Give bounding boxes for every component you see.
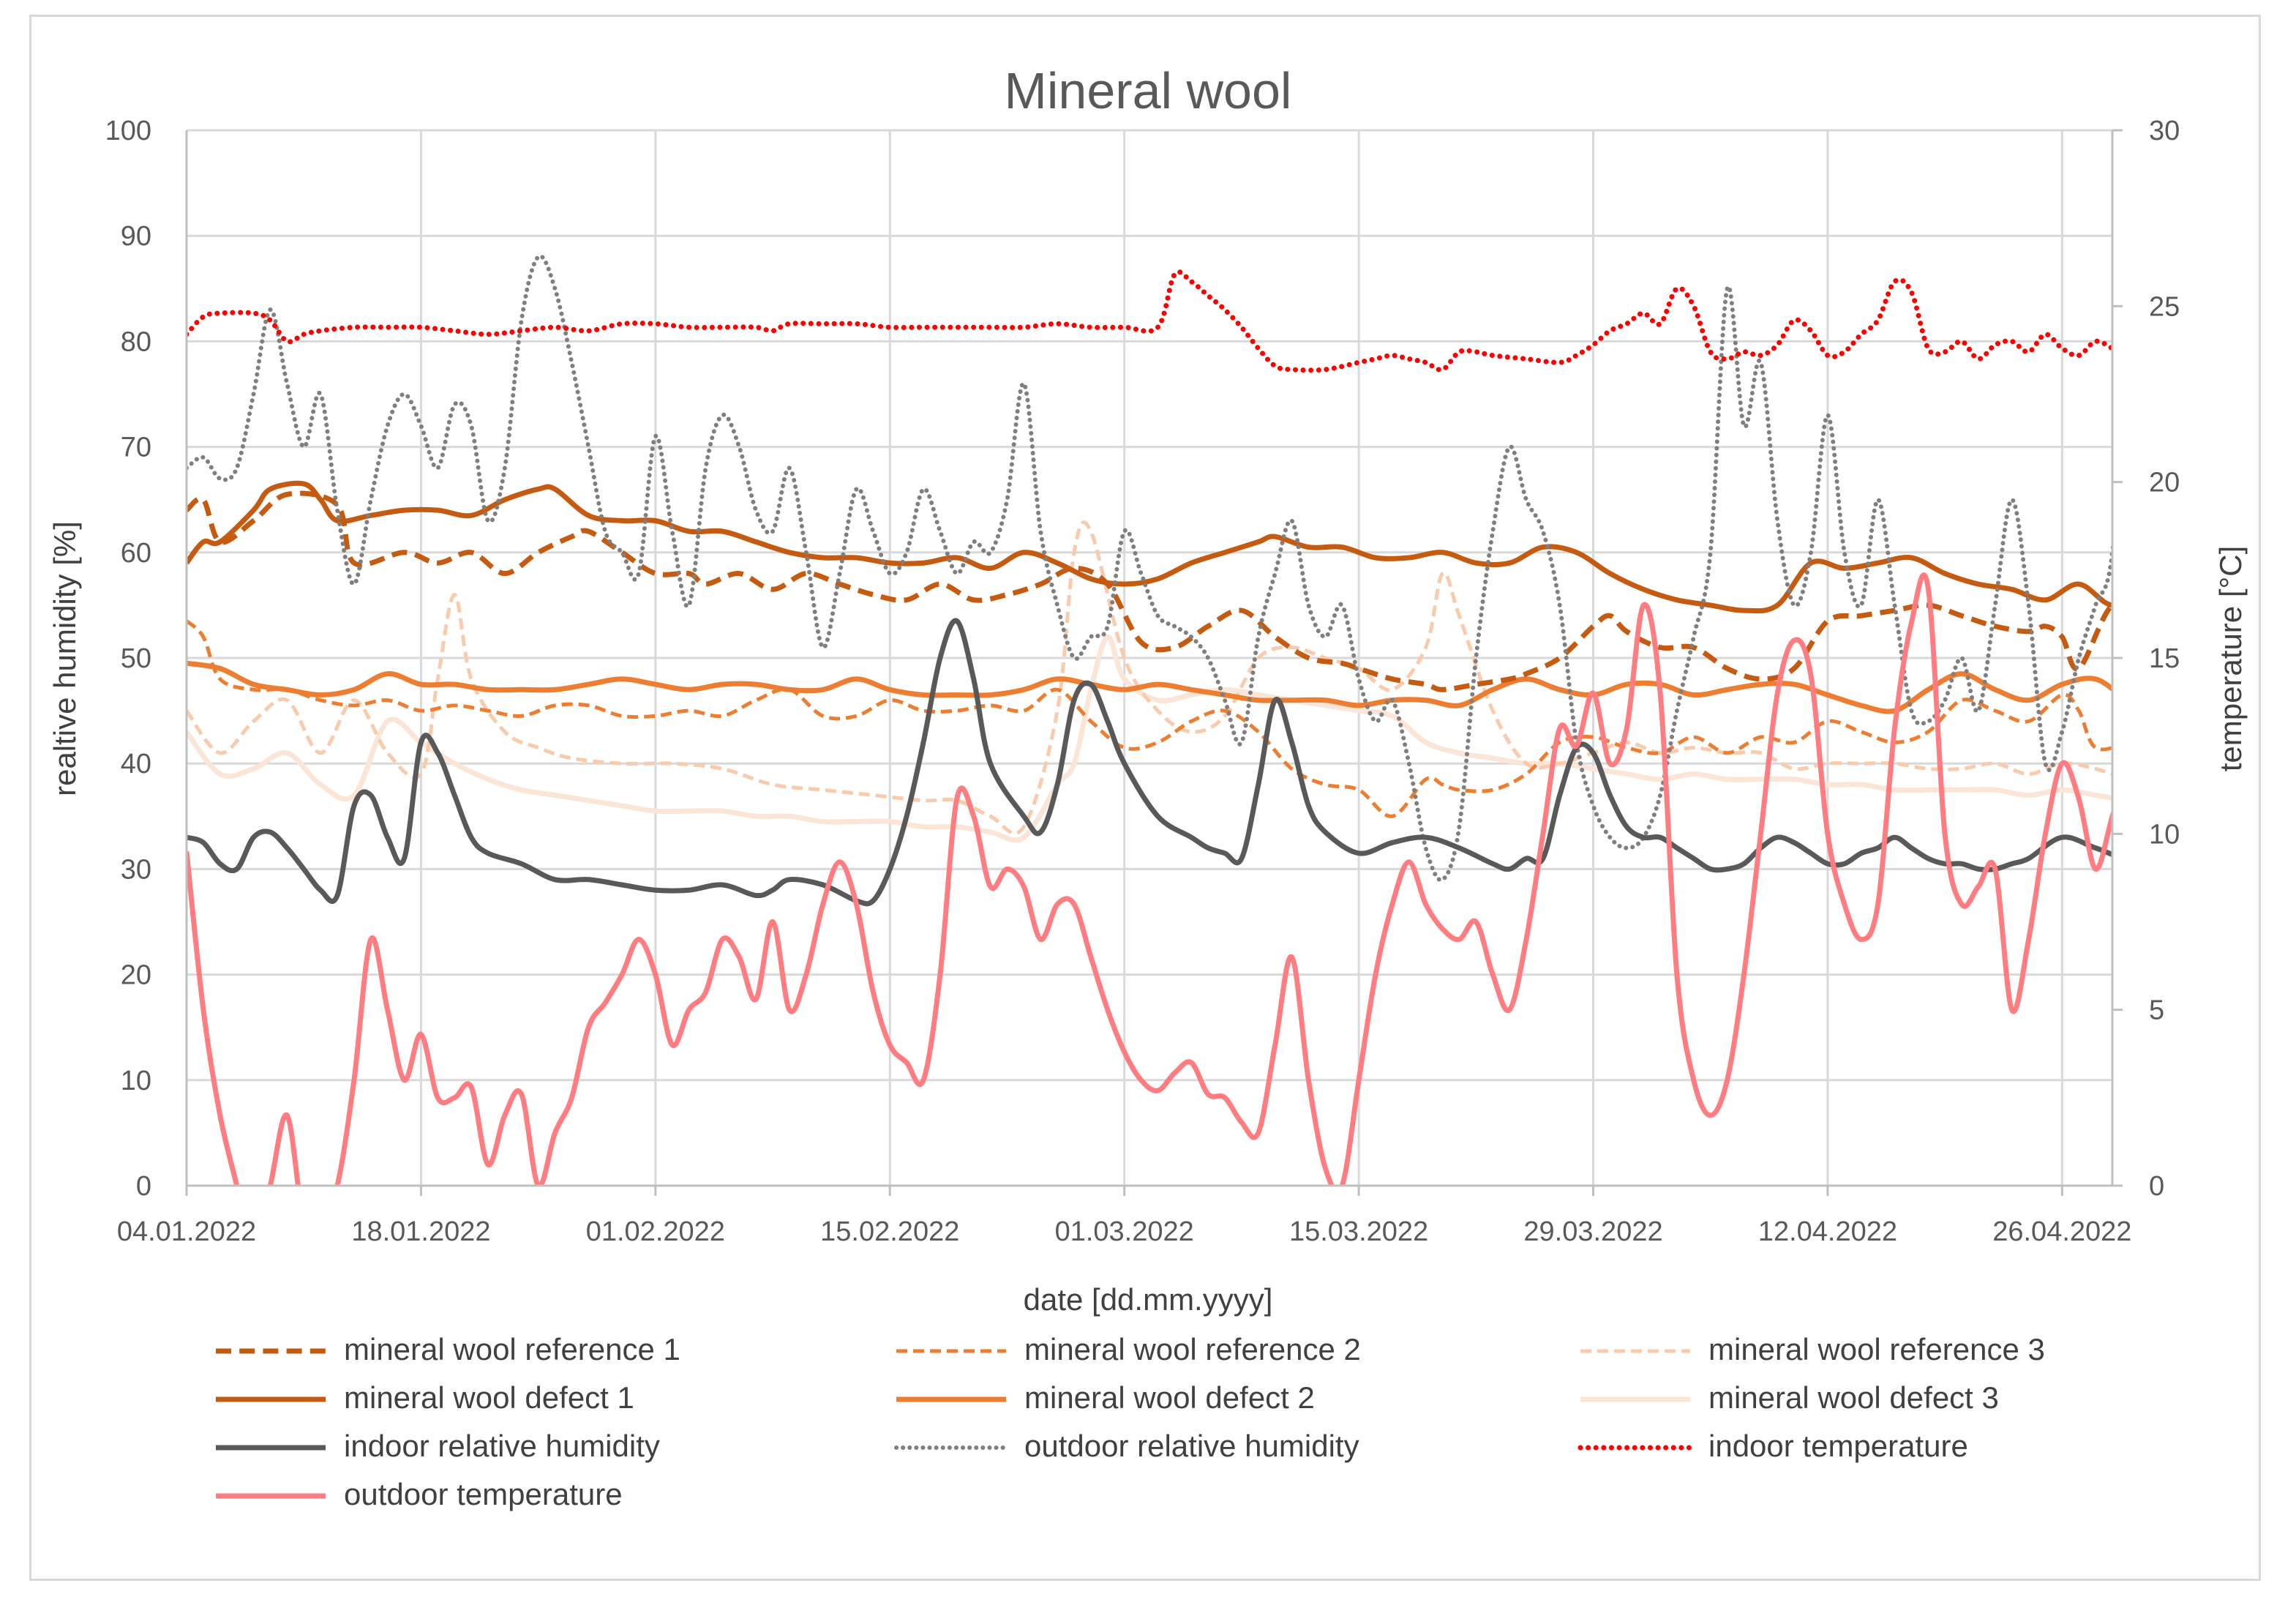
y-tick-label: 90 <box>121 221 151 252</box>
axes: 0 10 20 30 40 50 60 70 80 90 100 0 5 10 15 20 25 30 04.01.… <box>105 116 2180 1247</box>
x-tick-label: 15.02.2022 <box>820 1216 959 1247</box>
series-line-indoor-temperature <box>187 269 2112 373</box>
legend-label: mineral wool reference 1 <box>344 1332 680 1366</box>
legend-item-outdoor-relative-humidity: outdoor relative humidity <box>894 1429 1359 1463</box>
y-tick-label: 60 <box>121 538 151 569</box>
x-tick-label: 04.01.2022 <box>117 1216 256 1247</box>
legend-item-mineral-wool-reference-2: mineral wool reference 2 <box>896 1332 1361 1366</box>
x-tick-label: 18.01.2022 <box>351 1216 490 1247</box>
x-axis-title: date [dd.mm.yyyy] <box>1024 1282 1273 1317</box>
series-line-mineral-wool-defect-3 <box>187 634 2112 843</box>
gridlines <box>185 129 2112 1187</box>
x-tick-label: 12.04.2022 <box>1758 1216 1897 1247</box>
x-tick-label: 01.03.2022 <box>1055 1216 1194 1247</box>
x-tick-label: 15.03.2022 <box>1289 1216 1428 1247</box>
y-tick-label: 100 <box>105 116 151 146</box>
legend-item-outdoor-temperature: outdoor temperature <box>216 1477 623 1511</box>
y-tick-label: 50 <box>121 643 151 674</box>
series-line-mineral-wool-defect-2 <box>187 660 2112 714</box>
legend-label: mineral wool reference 3 <box>1708 1332 2045 1366</box>
plot-area <box>187 253 2112 1186</box>
legend-label: mineral wool defect 3 <box>1708 1380 1999 1415</box>
series-line-mineral-wool-reference-1 <box>187 490 2112 692</box>
legend-label: mineral wool reference 2 <box>1024 1332 1361 1366</box>
series-line-indoor-relative-humidity <box>187 618 2112 907</box>
y-axis-title: realtive humidity [%] <box>48 521 82 796</box>
legend-item-mineral-wool-reference-1: mineral wool reference 1 <box>216 1332 680 1366</box>
y2-tick-label: 15 <box>2149 643 2180 674</box>
y-tick-label: 80 <box>121 326 151 357</box>
series-line-mineral-wool-defect-1 <box>187 480 2112 614</box>
series-line-mineral-wool-reference-2 <box>187 619 2112 818</box>
legend-label: outdoor relative humidity <box>1024 1429 1359 1463</box>
x-tick-label: 26.04.2022 <box>1992 1216 2131 1247</box>
y-tick-label: 70 <box>121 433 151 463</box>
legend-item-mineral-wool-reference-3: mineral wool reference 3 <box>1580 1332 2045 1366</box>
y2-axis-title: temperature [°C] <box>2213 546 2248 772</box>
y-tick-label: 30 <box>121 854 151 885</box>
y2-tick-label: 0 <box>2149 1171 2164 1202</box>
y2-tick-label: 25 <box>2149 291 2180 322</box>
legend-label: outdoor temperature <box>344 1477 623 1511</box>
x-tick-label: 01.02.2022 <box>586 1216 725 1247</box>
legend-item-mineral-wool-defect-2: mineral wool defect 2 <box>896 1380 1315 1415</box>
legend-item-mineral-wool-defect-1: mineral wool defect 1 <box>216 1380 634 1415</box>
x-tick-label: 29.03.2022 <box>1523 1216 1662 1247</box>
legend-label: indoor temperature <box>1708 1429 1968 1463</box>
series-line-outdoor-temperature <box>187 572 2112 1186</box>
y2-tick-label: 10 <box>2149 819 2180 850</box>
legend-item-indoor-relative-humidity: indoor relative humidity <box>216 1429 660 1463</box>
legend-item-mineral-wool-defect-3: mineral wool defect 3 <box>1580 1380 1999 1415</box>
y-tick-label: 10 <box>121 1066 151 1096</box>
y-tick-label: 20 <box>121 960 151 991</box>
series-line-outdoor-relative-humidity <box>187 253 2112 883</box>
legend-item-indoor-temperature: indoor temperature <box>1577 1429 1968 1463</box>
y2-tick-label: 30 <box>2149 116 2180 146</box>
y-tick-label: 0 <box>136 1171 151 1202</box>
legend-label: indoor relative humidity <box>344 1429 660 1463</box>
y-tick-label: 40 <box>121 749 151 779</box>
legend: mineral wool reference 1 mineral wool ref… <box>216 1332 2045 1511</box>
y2-tick-label: 20 <box>2149 468 2180 498</box>
chart-title: Mineral wool <box>1005 62 1292 119</box>
y2-tick-label: 5 <box>2149 995 2164 1026</box>
legend-label: mineral wool defect 1 <box>344 1380 634 1415</box>
legend-label: mineral wool defect 2 <box>1024 1380 1315 1415</box>
series-line-mineral-wool-reference-3 <box>187 520 2112 835</box>
